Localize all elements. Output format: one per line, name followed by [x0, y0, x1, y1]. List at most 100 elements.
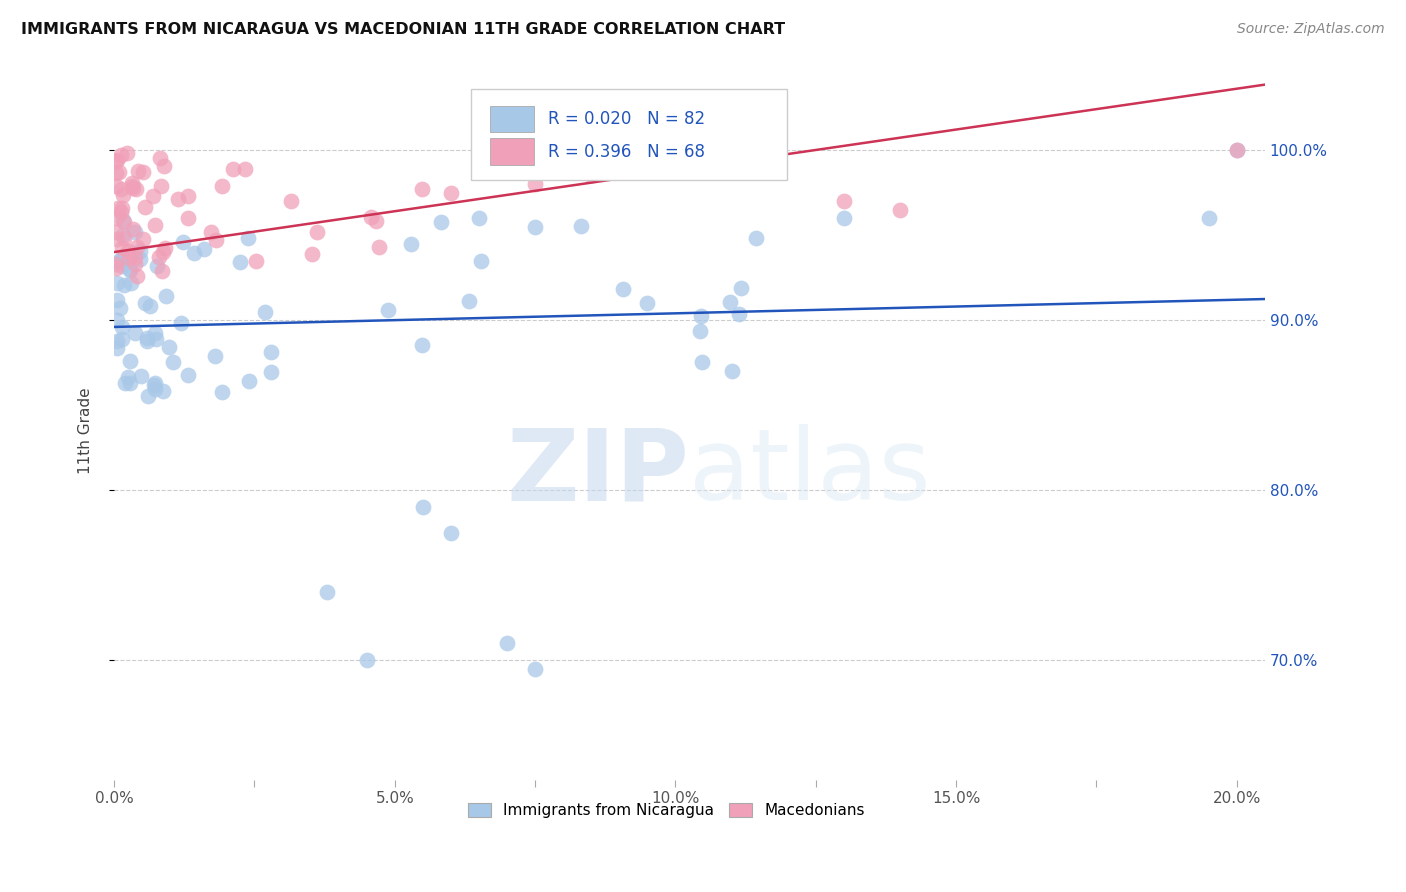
Immigrants from Nicaragua	[120, 262, 142, 277]
Macedonians	[233, 161, 256, 176]
Macedonians	[301, 247, 323, 261]
Immigrants from Nicaragua	[1226, 143, 1249, 157]
Macedonians	[411, 182, 433, 196]
Immigrants from Nicaragua	[356, 653, 378, 667]
Immigrants from Nicaragua	[138, 299, 160, 313]
Immigrants from Nicaragua	[411, 338, 433, 352]
Immigrants from Nicaragua	[111, 332, 134, 346]
Macedonians	[524, 177, 547, 191]
Macedonians	[112, 215, 135, 229]
Immigrants from Nicaragua	[110, 252, 132, 266]
Immigrants from Nicaragua	[211, 385, 233, 400]
Macedonians	[125, 268, 148, 283]
Immigrants from Nicaragua	[134, 296, 156, 310]
Macedonians	[832, 194, 855, 208]
Macedonians	[364, 214, 387, 228]
Macedonians	[104, 153, 127, 168]
Macedonians	[149, 151, 172, 165]
Macedonians	[148, 250, 170, 264]
Immigrants from Nicaragua	[135, 330, 157, 344]
Immigrants from Nicaragua	[430, 215, 453, 229]
Immigrants from Nicaragua	[105, 313, 128, 327]
Text: R = 0.396   N = 68: R = 0.396 N = 68	[548, 143, 704, 161]
Y-axis label: 11th Grade: 11th Grade	[79, 387, 93, 474]
Immigrants from Nicaragua	[114, 376, 136, 391]
Immigrants from Nicaragua	[690, 354, 713, 368]
Immigrants from Nicaragua	[143, 376, 166, 390]
Immigrants from Nicaragua	[183, 246, 205, 260]
Macedonians	[105, 211, 128, 225]
Immigrants from Nicaragua	[111, 320, 134, 334]
Immigrants from Nicaragua	[120, 354, 142, 368]
Immigrants from Nicaragua	[238, 374, 260, 388]
Macedonians	[107, 201, 129, 215]
Immigrants from Nicaragua	[105, 334, 128, 348]
Macedonians	[105, 232, 128, 246]
Immigrants from Nicaragua	[316, 585, 339, 599]
Macedonians	[105, 153, 128, 168]
Immigrants from Nicaragua	[524, 662, 547, 676]
Immigrants from Nicaragua	[143, 378, 166, 392]
Macedonians	[122, 222, 145, 236]
Macedonians	[200, 225, 222, 239]
Macedonians	[104, 260, 127, 275]
Immigrants from Nicaragua	[118, 376, 141, 391]
Macedonians	[142, 188, 165, 202]
Text: Source: ZipAtlas.com: Source: ZipAtlas.com	[1237, 22, 1385, 37]
Macedonians	[127, 163, 149, 178]
Macedonians	[124, 257, 146, 271]
Immigrants from Nicaragua	[108, 301, 131, 316]
Macedonians	[104, 257, 127, 271]
Immigrants from Nicaragua	[172, 235, 194, 250]
Immigrants from Nicaragua	[124, 326, 146, 340]
Immigrants from Nicaragua	[690, 309, 713, 323]
Macedonians	[150, 178, 173, 193]
Macedonians	[152, 244, 174, 259]
Immigrants from Nicaragua	[260, 365, 283, 379]
Immigrants from Nicaragua	[457, 293, 479, 308]
Immigrants from Nicaragua	[229, 254, 252, 268]
Macedonians	[360, 210, 382, 224]
Immigrants from Nicaragua	[689, 324, 711, 338]
Immigrants from Nicaragua	[112, 227, 135, 242]
Macedonians	[205, 233, 228, 247]
Macedonians	[118, 251, 141, 265]
Immigrants from Nicaragua	[105, 293, 128, 307]
Immigrants from Nicaragua	[131, 369, 153, 384]
Immigrants from Nicaragua	[412, 500, 434, 515]
Immigrants from Nicaragua	[152, 384, 174, 398]
Macedonians	[121, 178, 143, 193]
Macedonians	[104, 179, 127, 194]
Macedonians	[117, 145, 139, 160]
Macedonians	[222, 162, 245, 177]
Immigrants from Nicaragua	[468, 211, 491, 225]
Macedonians	[143, 219, 166, 233]
Immigrants from Nicaragua	[162, 354, 184, 368]
Immigrants from Nicaragua	[112, 278, 135, 293]
Macedonians	[134, 201, 156, 215]
Macedonians	[280, 194, 302, 208]
Macedonians	[125, 182, 148, 196]
Immigrants from Nicaragua	[718, 295, 741, 310]
Immigrants from Nicaragua	[143, 382, 166, 396]
Macedonians	[111, 201, 134, 215]
Immigrants from Nicaragua	[260, 345, 283, 359]
Immigrants from Nicaragua	[636, 296, 658, 310]
Immigrants from Nicaragua	[157, 339, 180, 353]
Immigrants from Nicaragua	[745, 231, 768, 245]
Immigrants from Nicaragua	[111, 260, 134, 274]
Immigrants from Nicaragua	[120, 276, 142, 290]
Immigrants from Nicaragua	[124, 225, 146, 239]
Immigrants from Nicaragua	[145, 326, 167, 340]
Macedonians	[177, 211, 200, 226]
Macedonians	[889, 202, 911, 217]
FancyBboxPatch shape	[491, 105, 534, 132]
Macedonians	[110, 182, 132, 196]
Macedonians	[112, 230, 135, 244]
Immigrants from Nicaragua	[728, 307, 751, 321]
Macedonians	[110, 204, 132, 219]
Immigrants from Nicaragua	[524, 219, 547, 234]
Immigrants from Nicaragua	[112, 252, 135, 266]
Immigrants from Nicaragua	[107, 253, 129, 268]
Macedonians	[152, 159, 174, 173]
